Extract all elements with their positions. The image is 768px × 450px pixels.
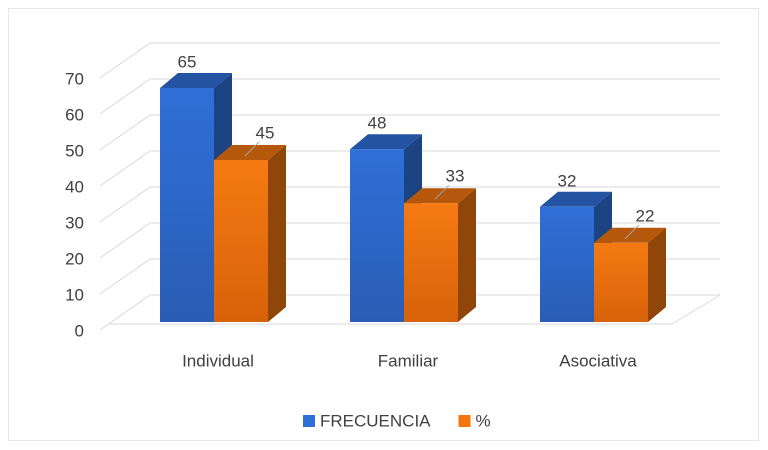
bar-side [458, 188, 476, 322]
bar [160, 88, 214, 322]
legend-label: FRECUENCIA [320, 411, 431, 430]
y-tick-label: 10 [65, 285, 84, 304]
y-tick-label: 50 [65, 141, 84, 160]
y-tick-label: 30 [65, 213, 84, 232]
bar-top [540, 191, 612, 207]
y-tick-label: 40 [65, 177, 84, 196]
bar-top [350, 134, 422, 150]
bar-top [160, 73, 232, 88]
grid-line [99, 186, 720, 223]
data-label: 32 [558, 171, 577, 190]
floor-edge [671, 294, 721, 325]
x-tick-label: Familiar [378, 351, 439, 370]
bar [594, 242, 648, 322]
leader-line [624, 224, 640, 240]
bar [404, 203, 458, 322]
x-tick-label: Asociativa [559, 351, 637, 370]
y-tick-label: 60 [65, 105, 84, 124]
bar-top [214, 145, 286, 160]
bar-top [404, 188, 476, 204]
data-label: 65 [178, 52, 197, 71]
grid-line [99, 150, 720, 187]
grid-line [99, 294, 720, 331]
legend-label: % [476, 411, 491, 430]
x-tick-label: Individual [182, 351, 254, 370]
data-label: 33 [446, 167, 465, 186]
bar-side [648, 227, 666, 322]
data-label: 22 [636, 206, 655, 225]
y-tick-label: 70 [65, 69, 84, 88]
y-tick-label: 0 [75, 321, 84, 340]
grid-line [99, 222, 720, 259]
bar [350, 149, 404, 322]
bar-side [268, 145, 286, 322]
bar [540, 206, 594, 322]
data-label: 48 [368, 114, 387, 133]
grid-line [99, 258, 720, 295]
grid-line [99, 114, 720, 151]
grid-line [99, 42, 720, 79]
data-label: 45 [256, 123, 275, 142]
grid-line [99, 78, 720, 115]
bar-top [594, 227, 666, 243]
y-tick-label: 20 [65, 249, 84, 268]
leader-line [434, 184, 450, 200]
bar [214, 160, 268, 322]
leader-line [244, 141, 260, 157]
legend-swatch [458, 415, 471, 427]
legend-swatch [303, 415, 315, 427]
